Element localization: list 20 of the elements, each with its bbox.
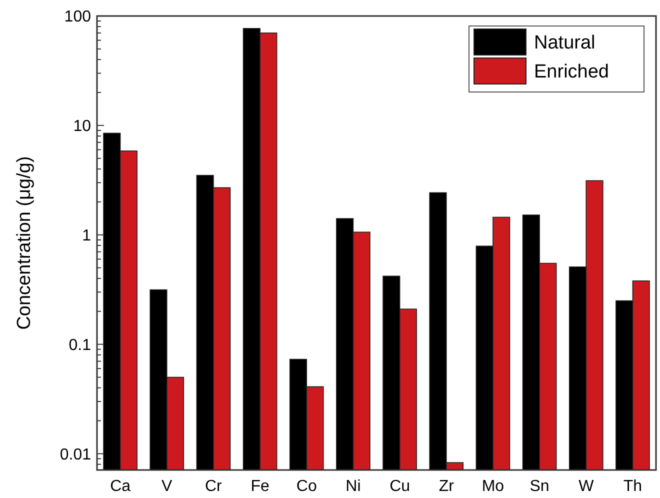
x-tick-label: W — [578, 478, 595, 495]
y-axis-title: Concentration (μg/g) — [14, 156, 35, 330]
legend-label: Natural — [534, 32, 596, 54]
x-tick-label: Sn — [530, 478, 550, 495]
y-tick-label: 0.01 — [60, 446, 92, 464]
y-tick-label: 10 — [73, 118, 92, 136]
x-tick-label: Ca — [110, 478, 131, 495]
x-tick-label: Co — [296, 478, 317, 495]
x-tick-label: Mo — [482, 478, 504, 495]
y-tick-label: 0.1 — [68, 336, 92, 354]
x-tick-label: Fe — [250, 478, 270, 495]
legend-label: Enriched — [534, 62, 609, 83]
x-tick-label: Zr — [438, 478, 455, 495]
x-tick-label: V — [162, 478, 173, 495]
y-tick-label: 1 — [82, 227, 92, 244]
y-tick-label: 100 — [64, 8, 92, 26]
x-tick-label: Ni — [346, 478, 361, 495]
x-tick-label: Cu — [390, 478, 410, 495]
x-tick-label: Cr — [205, 478, 223, 495]
x-tick-label: Th — [623, 478, 642, 495]
